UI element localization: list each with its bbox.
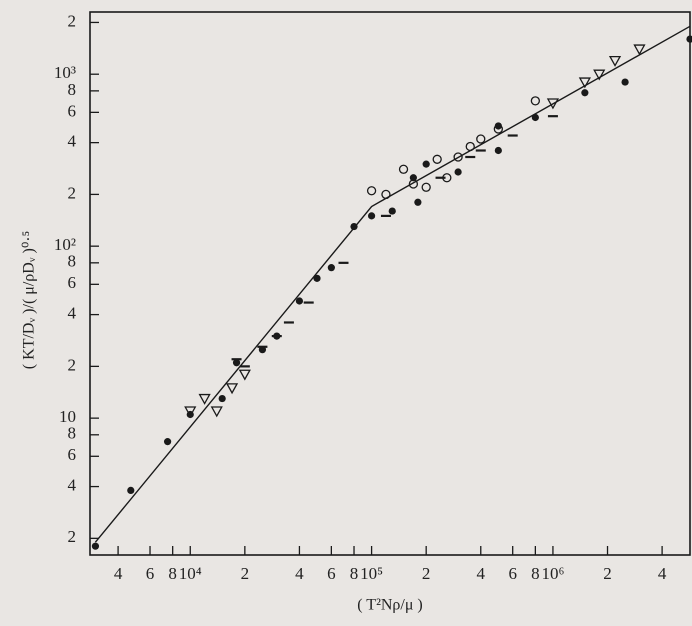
triangle-point xyxy=(210,406,223,418)
x-tick-label: 10⁴ xyxy=(179,564,202,583)
triangle-point xyxy=(546,98,560,110)
x-tick-label: 2 xyxy=(241,564,250,583)
y-tick-label: 10 xyxy=(59,407,76,426)
y-tick-label: 8 xyxy=(68,80,77,99)
open-circle-point xyxy=(366,186,377,196)
y-tick-label: 4 xyxy=(68,475,77,494)
filled-circle-point xyxy=(686,35,692,43)
y-tick-label: 10² xyxy=(54,235,76,254)
triangle-point xyxy=(578,77,591,89)
filled-circle-point xyxy=(218,394,226,403)
filled-circle-point xyxy=(621,78,629,86)
filled-circle-point xyxy=(313,274,321,282)
filled-circle-point xyxy=(581,89,589,97)
y-tick-label: 6 xyxy=(68,101,77,120)
filled-circle-point xyxy=(367,212,376,220)
x-tick-label: 2 xyxy=(603,564,612,583)
open-circle-point xyxy=(530,96,541,106)
y-axis-title: ( KT/Dᵥ )/( μ/ρDᵥ )⁰·⁵ xyxy=(21,231,38,369)
triangle-point xyxy=(608,55,622,67)
filled-circle-point xyxy=(295,297,304,305)
filled-circle-point xyxy=(409,174,417,182)
open-circle-point xyxy=(432,154,442,164)
y-tick-label: 2 xyxy=(68,527,77,546)
x-tick-label: 10⁵ xyxy=(360,564,383,583)
y-tick-label: 6 xyxy=(68,445,77,464)
triangle-point xyxy=(238,369,251,381)
filled-circle-point xyxy=(494,122,502,130)
filled-circle-point xyxy=(127,486,135,494)
open-circle-point xyxy=(453,152,463,162)
filled-circle-point xyxy=(258,346,267,354)
y-tick-label: 8 xyxy=(68,252,77,271)
triangle-point xyxy=(593,69,606,81)
filled-circle-point xyxy=(531,113,539,122)
x-tick-label: 6 xyxy=(146,564,155,583)
x-tick-label: 8 xyxy=(168,564,177,583)
filled-circle-point xyxy=(327,264,335,272)
x-tick-label: 4 xyxy=(114,564,123,583)
y-tick-label: 6 xyxy=(68,273,77,292)
fit-line xyxy=(94,25,691,543)
x-tick-label: 4 xyxy=(477,564,486,583)
open-circle-point xyxy=(398,164,409,174)
filled-circle-point xyxy=(232,359,241,367)
triangle-point xyxy=(633,44,646,56)
x-tick-label: 4 xyxy=(295,564,304,583)
filled-circle-point xyxy=(388,207,396,215)
y-tick-label: 2 xyxy=(68,183,77,202)
filled-circle-point xyxy=(422,160,430,168)
filled-circle-point xyxy=(163,438,172,446)
x-tick-label: 2 xyxy=(422,564,431,583)
open-circle-point xyxy=(476,134,486,144)
y-tick-label: 10³ xyxy=(54,63,76,82)
x-tick-label: 6 xyxy=(508,564,517,583)
open-circle-point xyxy=(408,179,419,189)
x-tick-label: 8 xyxy=(350,564,359,583)
x-axis-title: ( T²Nρ/μ ) xyxy=(357,597,423,614)
open-circle-point xyxy=(493,124,503,134)
open-circle-point xyxy=(421,182,431,192)
filled-circle-point xyxy=(494,146,502,155)
filled-circle-point xyxy=(454,168,462,176)
triangle-point xyxy=(184,406,197,418)
triangle-point xyxy=(198,393,211,405)
filled-circle-point xyxy=(414,198,422,206)
y-tick-label: 2 xyxy=(68,355,77,374)
x-tick-label: 10⁶ xyxy=(541,564,564,583)
y-tick-label: 4 xyxy=(68,132,77,151)
triangle-point xyxy=(225,383,239,395)
y-tick-label: 2 xyxy=(68,11,77,30)
plot-frame xyxy=(89,11,691,556)
y-tick-label: 4 xyxy=(68,304,77,323)
x-tick-label: 8 xyxy=(531,564,540,583)
x-tick-label: 6 xyxy=(327,564,336,583)
x-tick-label: 4 xyxy=(658,564,667,583)
y-tick-label: 8 xyxy=(68,424,77,443)
filled-circle-point xyxy=(91,542,100,550)
